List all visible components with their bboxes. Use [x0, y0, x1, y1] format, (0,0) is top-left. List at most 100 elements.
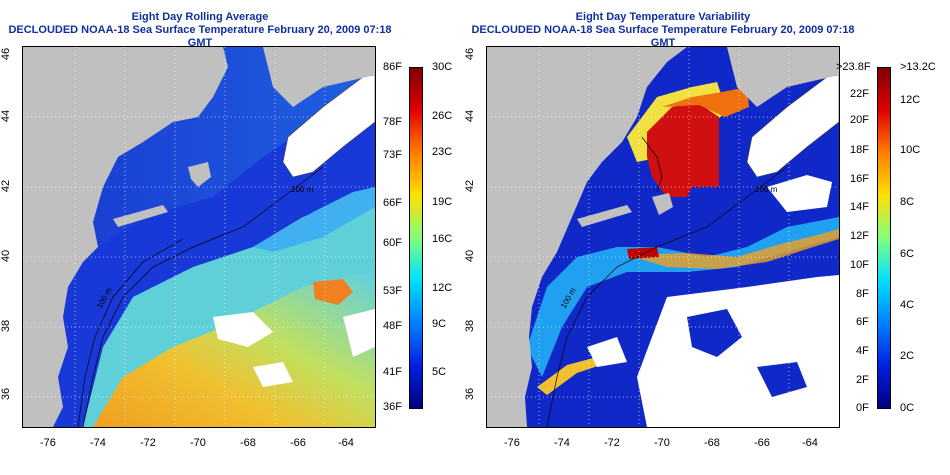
- left-lat-label-42: 42: [0, 179, 13, 193]
- left-map-svg: 200 m 100 m: [23, 47, 375, 427]
- left-cb-f-78: 78F: [383, 116, 402, 128]
- right-variability-map[interactable]: 200 m 100 m: [486, 46, 840, 428]
- right-cb-f-20: 20F: [850, 114, 869, 126]
- right-lat-label-40: 40: [464, 249, 477, 263]
- right-cb-f-12: 12F: [850, 230, 869, 242]
- right-lon-label-68: -68: [704, 437, 720, 449]
- left-land-cape-cod: [188, 162, 211, 187]
- right-land-canada: [727, 47, 839, 107]
- left-slope-water-2: [253, 187, 375, 252]
- left-lon-label-66: -66: [290, 437, 306, 449]
- right-cb-f-14: 14F: [850, 201, 869, 213]
- right-cb-c-4: 4C: [900, 299, 915, 311]
- right-isobath-200m: [546, 166, 788, 427]
- right-cb-c-gt13: >13.2C: [900, 61, 936, 73]
- left-land-nova-scotia: [282, 74, 375, 178]
- left-cb-c-19: 19C: [432, 196, 453, 208]
- right-ocean-speckle-2: [757, 362, 807, 397]
- right-lat-label-38: 38: [464, 319, 477, 333]
- right-cloud-2: [767, 175, 832, 212]
- left-grid: [23, 47, 375, 427]
- left-cb-c-30: 30C: [432, 61, 453, 73]
- left-cb-f-36: 36F: [383, 401, 402, 413]
- left-cb-f-53: 53F: [383, 285, 402, 297]
- right-cb-f-6: 6F: [856, 316, 869, 328]
- right-cb-f-0: 0F: [856, 402, 869, 414]
- right-map-svg: 200 m 100 m: [487, 47, 839, 427]
- left-contour-label-1: 200 m: [291, 185, 314, 194]
- left-cloud-1: [213, 312, 273, 347]
- right-grid: [487, 47, 839, 427]
- right-cloud-3: [587, 337, 627, 367]
- left-isobath-100m: [77, 238, 184, 427]
- right-gulf-front: [627, 229, 839, 269]
- left-cb-c-12: 12C: [432, 282, 453, 294]
- right-cb-f-10: 10F: [850, 259, 869, 271]
- right-lon-label-70: -70: [654, 437, 670, 449]
- left-lat-label-36: 36: [0, 387, 13, 401]
- left-cloud-3: [253, 362, 293, 387]
- left-lon-label-70: -70: [190, 437, 206, 449]
- right-lon-label-66: -66: [754, 437, 770, 449]
- left-lon-label-64: -64: [338, 437, 354, 449]
- left-lon-label-68: -68: [240, 437, 256, 449]
- right-isobath-gom: [641, 136, 663, 193]
- right-cb-c-0: 0C: [900, 402, 915, 414]
- left-title-line1: Eight Day Rolling Average: [131, 11, 269, 23]
- left-lon-label-72: -72: [140, 437, 156, 449]
- right-cb-f-gt23: >23.8F: [836, 61, 871, 73]
- right-lat-label-46: 46: [464, 47, 477, 61]
- right-cb-c-10: 10C: [900, 144, 921, 156]
- left-isobath-200m: [82, 166, 324, 427]
- left-cb-c-26: 26C: [432, 110, 453, 122]
- left-cb-c-16: 16C: [432, 233, 453, 245]
- left-warm-eddy: [313, 279, 353, 305]
- right-ocean-speckle: [687, 309, 742, 357]
- left-cb-c-9: 9C: [432, 318, 447, 330]
- left-colorbar: [409, 67, 423, 409]
- right-lat-label-36: 36: [464, 387, 477, 401]
- right-cb-c-2: 2C: [900, 350, 915, 362]
- right-cloud-1: [637, 275, 839, 427]
- right-colorbar: [877, 67, 891, 409]
- left-land-canada: [263, 47, 375, 107]
- left-cb-f-73: 73F: [383, 149, 402, 161]
- left-cb-f-41: 41F: [383, 366, 402, 378]
- right-cb-f-8: 8F: [856, 288, 869, 300]
- left-cb-f-48: 48F: [383, 320, 402, 332]
- right-south-front: [537, 357, 607, 395]
- right-lat-label-42: 42: [464, 179, 477, 193]
- left-lat-label-38: 38: [0, 319, 13, 333]
- left-cb-f-86: 86F: [383, 61, 402, 73]
- left-cb-c-23: 23C: [432, 146, 453, 158]
- right-title-line1: Eight Day Temperature Variability: [575, 11, 751, 23]
- right-lon-label-72: -72: [604, 437, 620, 449]
- left-land-us: [23, 47, 228, 427]
- right-contour-label-1: 200 m: [755, 185, 778, 194]
- right-cb-f-16: 16F: [850, 173, 869, 185]
- left-land-long-island: [113, 205, 168, 227]
- right-lon-label-76: -76: [504, 437, 520, 449]
- right-lon-label-64: -64: [802, 437, 818, 449]
- right-cb-f-2: 2F: [856, 374, 869, 386]
- left-lat-label-46: 46: [0, 47, 13, 61]
- left-cb-c-5: 5C: [432, 366, 447, 378]
- left-cloud-2: [343, 309, 375, 357]
- right-gom-orange: [662, 87, 749, 117]
- left-cb-f-60: 60F: [383, 237, 402, 249]
- right-lat-label-44: 44: [464, 109, 477, 123]
- left-lon-label-76: -76: [40, 437, 56, 449]
- left-lat-label-44: 44: [0, 109, 13, 123]
- right-land-long-island: [577, 205, 632, 227]
- right-land-cape-cod: [652, 193, 673, 215]
- right-cb-f-22: 22F: [850, 88, 869, 100]
- right-gom-high: [647, 102, 719, 197]
- right-cb-f-4: 4F: [856, 345, 869, 357]
- left-cb-f-66: 66F: [383, 197, 402, 209]
- left-gulf-stream: [93, 272, 375, 427]
- left-lon-label-74: -74: [90, 437, 106, 449]
- right-lon-label-74: -74: [554, 437, 570, 449]
- left-sst-map[interactable]: 200 m 100 m: [22, 46, 376, 428]
- right-land-nova-scotia: [746, 74, 839, 178]
- right-cb-f-18: 18F: [850, 144, 869, 156]
